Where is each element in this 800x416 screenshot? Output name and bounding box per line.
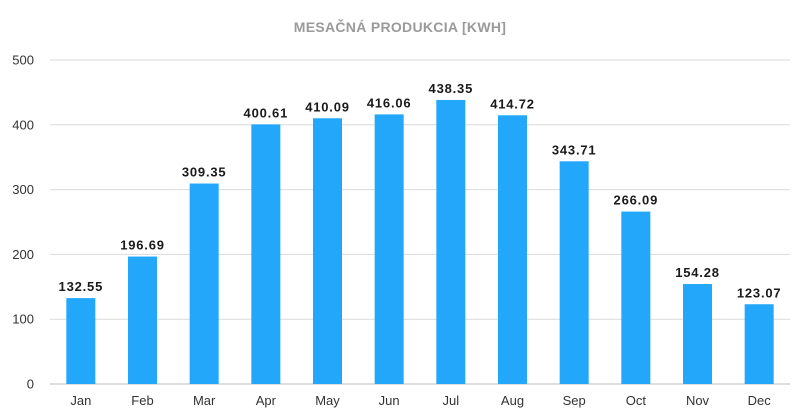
data-label: 154.28 (675, 265, 720, 280)
chart-title: MESAČNÁ PRODUKCIA [KWH] (293, 19, 507, 35)
bar (313, 118, 342, 384)
x-tick-label: Jun (379, 393, 400, 408)
data-label: 438.35 (429, 81, 474, 96)
y-tick-label: 100 (12, 312, 34, 327)
x-tick-label: Feb (131, 393, 153, 408)
x-tick-label: Mar (193, 393, 216, 408)
bar (189, 183, 219, 384)
bar (374, 114, 404, 384)
bar (251, 124, 281, 384)
bar (436, 99, 466, 384)
data-label: 416.06 (367, 95, 412, 110)
bar (744, 304, 774, 384)
x-tick-label: Jul (443, 393, 460, 408)
bar (621, 211, 651, 384)
x-tick-label: Oct (626, 393, 647, 408)
bar (128, 256, 157, 384)
data-label: 266.09 (614, 193, 659, 208)
data-label: 400.61 (244, 105, 289, 120)
data-label: 123.07 (737, 285, 782, 300)
x-tick-label: Nov (686, 393, 710, 408)
data-label: 343.71 (552, 142, 597, 157)
x-tick-label: Sep (563, 393, 586, 408)
x-tick-label: May (315, 393, 340, 408)
x-tick-label: Jan (70, 393, 91, 408)
data-label: 309.35 (182, 165, 227, 180)
bar (498, 115, 527, 384)
x-tick-label: Dec (748, 393, 772, 408)
data-label: 410.09 (305, 99, 350, 114)
bar (66, 298, 96, 384)
y-tick-label: 500 (12, 53, 34, 68)
y-tick-label: 0 (27, 377, 34, 392)
data-label: 414.72 (490, 96, 535, 111)
data-label: 132.55 (59, 279, 104, 294)
bar (683, 284, 712, 384)
y-tick-label: 200 (12, 247, 34, 262)
y-tick-label: 400 (12, 117, 34, 132)
data-label: 196.69 (120, 238, 165, 253)
x-tick-label: Apr (256, 393, 277, 408)
y-tick-label: 300 (12, 182, 34, 197)
x-tick-label: Aug (501, 393, 524, 408)
bar (559, 161, 589, 384)
